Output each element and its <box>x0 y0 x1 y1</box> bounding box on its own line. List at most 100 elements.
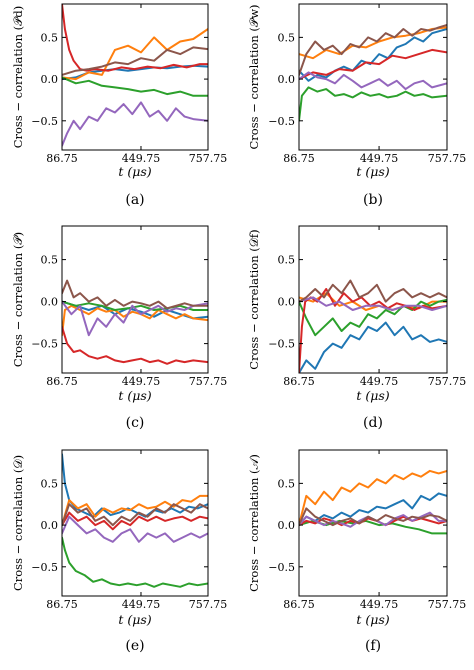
panel-label: (f) <box>365 638 381 654</box>
series-line-1 <box>299 469 447 527</box>
chart-panel-2: 0.5 0.0 −0.5 86.75 449.75 757.75 Cross − corre… <box>11 225 228 431</box>
plot-frame <box>61 225 209 374</box>
x-axis-label: t (μs) <box>356 388 389 403</box>
series-line-2 <box>62 76 208 97</box>
series-line-4 <box>299 71 447 91</box>
x-tick-label: 757.75 <box>189 598 228 611</box>
y-tick-label: 0.0 <box>41 519 59 532</box>
panel-label: (e) <box>125 638 144 654</box>
plot-frame <box>61 449 209 597</box>
x-tick-label: 757.75 <box>428 152 467 165</box>
x-tick-label: 449.75 <box>122 598 161 611</box>
chart-panel-0: 0.5 0.0 −0.5 86.75 449.75 757.75 Cross − corre… <box>11 3 228 208</box>
chart-panel-3: 0.5 0.0 −0.5 86.75 449.75 757.75 Cross − corre… <box>247 225 467 431</box>
series-line-5 <box>299 23 447 76</box>
plot-frame <box>298 449 448 597</box>
series-line-4 <box>299 296 447 311</box>
x-tick-label: 757.75 <box>428 375 467 388</box>
y-tick-label: −0.5 <box>31 115 58 128</box>
y-tick-label: 0.0 <box>278 73 296 86</box>
y-tick-label: −0.5 <box>31 338 58 351</box>
series-line-3 <box>299 48 447 81</box>
y-tick-label: 0.5 <box>278 477 296 490</box>
y-tick-label: 0.0 <box>41 73 59 86</box>
x-tick-label: 449.75 <box>360 598 399 611</box>
series-line-0 <box>62 453 208 518</box>
x-axis-label: t (μs) <box>356 612 389 627</box>
series-line-5 <box>299 279 447 303</box>
series-line-0 <box>299 492 447 527</box>
x-axis-label: t (μs) <box>118 164 151 179</box>
chart-panel-1: 0.5 0.0 −0.5 86.75 449.75 757.75 Cross − corre… <box>247 3 467 208</box>
x-tick-label: 86.75 <box>283 598 315 611</box>
series-line-5 <box>299 507 447 527</box>
series-line-4 <box>62 515 208 543</box>
y-tick-label: 0.5 <box>41 477 59 490</box>
chart-panel-4: 0.5 0.0 −0.5 86.75 449.75 757.75 Cross − corre… <box>11 449 228 654</box>
series-line-1 <box>299 26 447 60</box>
y-axis-label: Cross − correlation (𝒫) <box>11 232 25 367</box>
y-tick-label: 0.5 <box>41 254 59 267</box>
series-line-1 <box>62 494 208 527</box>
x-tick-label: 86.75 <box>283 152 315 165</box>
series-line-0 <box>299 28 447 82</box>
series-line-5 <box>62 279 208 310</box>
x-tick-label: 449.75 <box>360 152 399 165</box>
x-tick-label: 86.75 <box>46 152 78 165</box>
y-tick-label: 0.5 <box>41 31 59 44</box>
x-tick-label: 86.75 <box>283 375 315 388</box>
series-line-1 <box>62 28 208 81</box>
x-tick-label: 86.75 <box>46 375 78 388</box>
series-line-3 <box>62 325 208 365</box>
series-line-0 <box>299 321 447 373</box>
series-group <box>62 453 208 588</box>
series-line-2 <box>299 298 447 337</box>
plot-frame <box>298 3 448 151</box>
x-tick-label: 449.75 <box>122 152 161 165</box>
y-axis-label: Cross − correlation (𝒜) <box>247 454 261 592</box>
y-tick-label: −0.5 <box>31 561 58 574</box>
y-tick-label: 0.0 <box>278 519 296 532</box>
x-axis-label: t (μs) <box>118 612 151 627</box>
series-line-4 <box>62 300 208 337</box>
x-tick-label: 449.75 <box>360 375 399 388</box>
y-tick-label: −0.5 <box>268 115 295 128</box>
x-tick-label: 757.75 <box>428 598 467 611</box>
y-axis-label: Cross − correlation (𝒟) <box>11 455 25 591</box>
series-group <box>62 279 208 365</box>
series-group <box>299 279 447 373</box>
panel-label: (a) <box>125 192 144 208</box>
chart-panel-5: 0.5 0.0 −0.5 86.75 449.75 757.75 Cross − corre… <box>247 449 467 654</box>
panel-label: (d) <box>363 415 383 431</box>
y-axis-label: Cross − correlation (𝒫w) <box>247 4 261 149</box>
series-line-5 <box>62 46 208 76</box>
series-line-3 <box>62 511 208 531</box>
series-line-4 <box>62 101 208 147</box>
x-tick-label: 449.75 <box>122 375 161 388</box>
x-axis-label: t (μs) <box>356 164 389 179</box>
y-tick-label: 0.0 <box>41 296 59 309</box>
y-tick-label: 0.0 <box>278 296 296 309</box>
x-tick-label: 757.75 <box>189 375 228 388</box>
series-group <box>62 4 208 147</box>
y-tick-label: 0.5 <box>278 254 296 267</box>
y-tick-label: 0.5 <box>278 31 296 44</box>
series-group <box>299 23 447 122</box>
x-axis-label: t (μs) <box>118 388 151 403</box>
panel-label: (b) <box>363 192 383 208</box>
series-group <box>299 469 447 535</box>
series-line-2 <box>299 86 447 122</box>
y-axis-label: Cross − correlation (𝒫d) <box>11 6 25 149</box>
x-tick-label: 86.75 <box>46 598 78 611</box>
series-line-5 <box>62 503 208 527</box>
plot-frame <box>61 3 209 151</box>
plot-frame <box>298 225 448 374</box>
x-tick-label: 757.75 <box>189 152 228 165</box>
panel-label: (c) <box>126 415 145 431</box>
series-line-3 <box>62 4 208 72</box>
y-axis-label: Cross − correlation (𝒟f) <box>247 229 261 369</box>
y-tick-label: −0.5 <box>268 561 295 574</box>
series-line-2 <box>62 536 208 588</box>
y-tick-label: −0.5 <box>268 338 295 351</box>
